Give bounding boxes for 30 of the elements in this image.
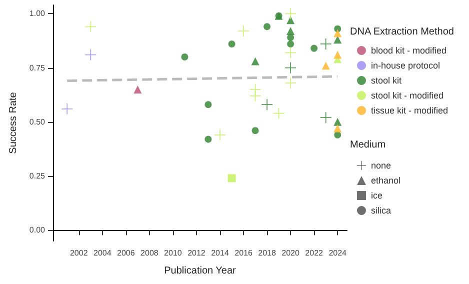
x-tick-label: 2006 (117, 248, 136, 258)
y-tick-label: 0.50 (29, 117, 46, 126)
legend-label: none (371, 160, 392, 170)
x-axis-title: Publication Year (164, 266, 237, 276)
x-tick-label: 2024 (328, 248, 348, 258)
text: Medium (350, 140, 386, 150)
legend-label: stool kit - modified (371, 90, 444, 100)
x-tick-label: 2014 (211, 248, 230, 258)
x-tick-label: 2020 (282, 248, 300, 258)
legend-label: ice (371, 190, 383, 200)
x-tick-label: 2010 (164, 248, 182, 258)
legend-label: tissue kit - modified (371, 106, 448, 116)
y-tick-label: 0.25 (29, 172, 46, 181)
x-tick-label: 2018 (258, 248, 276, 258)
x-tick-label: 2002 (70, 248, 88, 258)
x-tick-label: 2022 (305, 248, 324, 258)
y-tick-label: 1.00 (29, 9, 46, 18)
x-tick-label: 2016 (234, 248, 253, 258)
legend-label: in-house protocol (371, 60, 440, 70)
x-tick-label: 2012 (188, 248, 206, 258)
legend-label: blood kit - modified (371, 46, 447, 56)
legend-label: stool kit (371, 76, 402, 86)
y-tick-label: 0.75 (29, 63, 46, 72)
legend-label: ethanol (371, 176, 401, 186)
y-axis-title: Success Rate (8, 92, 20, 154)
legend-label: silica (371, 206, 392, 216)
y-tick-label: 0.00 (29, 226, 46, 235)
x-tick-label: 2008 (140, 248, 159, 258)
text: DNA Extraction Method (350, 26, 454, 38)
x-tick-label: 2004 (93, 248, 112, 258)
